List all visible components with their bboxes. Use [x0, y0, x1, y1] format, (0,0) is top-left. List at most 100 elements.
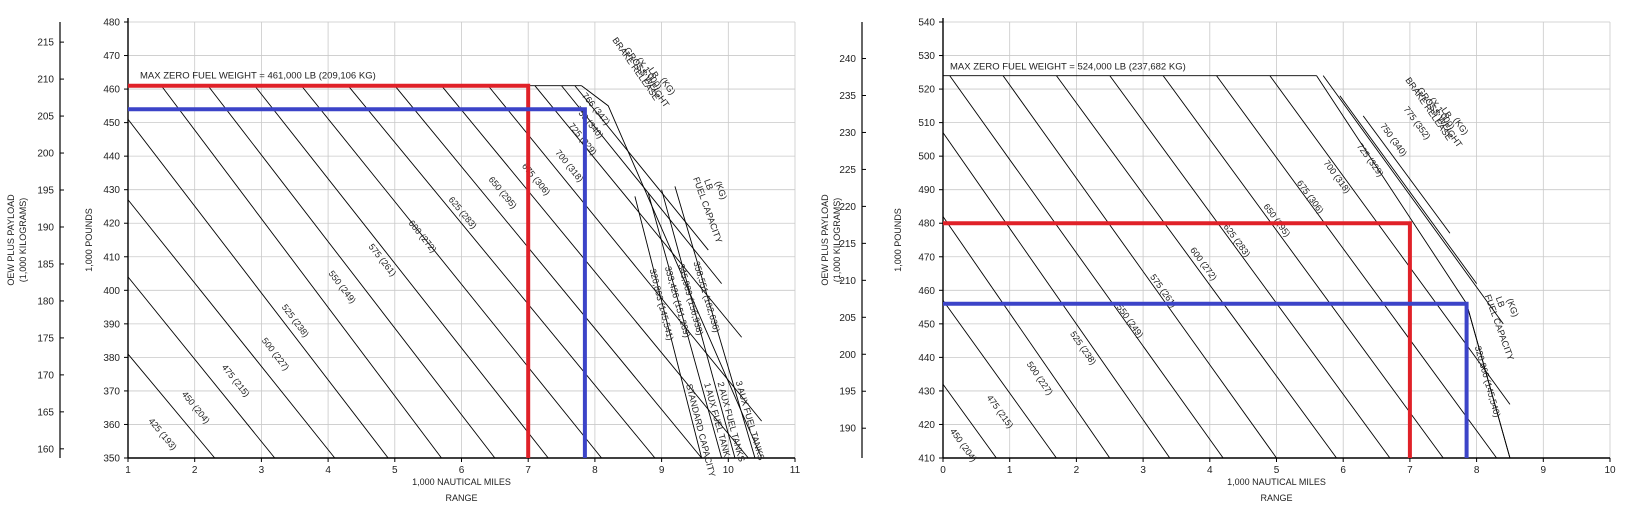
- gross-weight-line: [1362, 115, 1451, 234]
- y2-tick-label: 190: [839, 424, 856, 435]
- gross-weight-label: 425 (193): [146, 416, 178, 452]
- y-tick-label: 440: [103, 152, 120, 163]
- y2-tick-label: 180: [37, 296, 54, 307]
- fuel-capacity-line: [634, 196, 703, 459]
- max-zfw-label: MAX ZERO FUEL WEIGHT = 524,000 LB (237,6…: [950, 62, 1186, 73]
- gross-weight-line: [207, 85, 496, 459]
- gross-weight-line: [127, 199, 336, 459]
- red-range-path: [943, 221, 1412, 458]
- gross-weight-line: [347, 85, 656, 459]
- x-tick-label: 9: [659, 465, 665, 476]
- gross-weight-label: 700 (318): [553, 148, 585, 184]
- y2-tick-label: 200: [37, 149, 54, 160]
- fuel-capacity-label: 320,860 (145,540): [1473, 345, 1503, 419]
- y2-tick-label: 200: [839, 350, 856, 361]
- y2-tick-label: 195: [839, 387, 856, 398]
- y2-tick-label: 215: [37, 38, 54, 49]
- x-tick-label: 10: [1604, 465, 1616, 476]
- y2-tick-label: 170: [37, 370, 54, 381]
- y-tick-label: 380: [103, 353, 120, 364]
- gross-weight-label: 450 (204): [180, 389, 212, 425]
- y-axis-label: 1,000 POUNDS: [893, 208, 903, 272]
- gross-weight-line: [441, 85, 749, 459]
- gross-weight-label: 675 (306): [520, 161, 552, 197]
- blue-range-path: [943, 301, 1469, 458]
- y-tick-label: 370: [103, 386, 120, 397]
- x-tick-label: 2: [192, 465, 198, 476]
- blue-range-path: [128, 107, 587, 458]
- y-tick-label: 440: [918, 353, 935, 364]
- y-tick-label: 480: [918, 219, 935, 230]
- gross-weight-label: 625 (283): [1222, 222, 1253, 259]
- x-tick-label: 7: [525, 465, 531, 476]
- y2-tick-label: 195: [37, 186, 54, 197]
- gross-weight-label: 475 (215): [220, 362, 252, 398]
- gross-weight-line: [1322, 75, 1504, 325]
- gross-weight-label: 550 (249): [1115, 302, 1146, 339]
- gross-weight-line: [1002, 75, 1277, 459]
- fuel-capacity-title-line: LB: [1494, 295, 1507, 309]
- y-tick-label: 430: [918, 386, 935, 397]
- y2-tick-label: 185: [37, 259, 54, 270]
- y-tick-label: 490: [918, 185, 935, 196]
- y2-axis-label: OEW PLUS PAYLOAD: [6, 194, 16, 286]
- x-tick-label: 7: [1407, 465, 1413, 476]
- y-tick-label: 390: [103, 319, 120, 330]
- x-tick-label: 8: [1474, 465, 1480, 476]
- gross-weight-label: 500 (227): [1025, 360, 1055, 397]
- x-axis-label-range: RANGE: [1260, 493, 1292, 503]
- y-tick-label: 540: [918, 18, 935, 29]
- y-tick-label: 410: [103, 252, 120, 263]
- y2-tick-label: 240: [839, 54, 856, 65]
- fuel-capacity-line: [1466, 303, 1511, 459]
- x-tick-label: 4: [325, 465, 331, 476]
- fuel-capacity-line: [674, 186, 756, 459]
- y2-tick-label: 160: [37, 444, 54, 455]
- gross-weight-line: [1269, 75, 1511, 405]
- gross-weight-label: 600 (272): [407, 218, 439, 254]
- y-tick-label: 480: [103, 18, 120, 29]
- y-tick-label: 520: [918, 85, 935, 96]
- x-tick-label: 10: [723, 465, 735, 476]
- chart-1: 1 2 3 4 5 6 7 8 9 10 11 350 360 370 380 390 400 410 420 430…: [6, 18, 801, 504]
- gross-weight-label: 525 (238): [280, 302, 311, 339]
- x-tick-label: 9: [1541, 465, 1547, 476]
- gross-weight-line: [127, 118, 389, 459]
- gross-weight-label: 500 (227): [260, 336, 291, 373]
- x-tick-label: 1: [125, 465, 131, 476]
- y2-tick-label: 165: [37, 407, 54, 418]
- fuel-capacity-line: [647, 192, 723, 459]
- x-axis-label-range: RANGE: [445, 493, 477, 503]
- x-tick-label: 3: [259, 465, 265, 476]
- y-tick-label: 400: [103, 286, 120, 297]
- envelope-boundary: [581, 85, 763, 459]
- gross-weight-line: [127, 353, 216, 459]
- y-tick-label: 450: [103, 118, 120, 129]
- x-tick-label: 5: [1274, 465, 1280, 476]
- gross-weight-line: [942, 300, 1057, 459]
- y2-tick-label: 205: [839, 313, 856, 324]
- fuel-capacity-title-line: LB: [702, 178, 715, 192]
- fuel-capacity-title-line: (KG): [713, 180, 729, 201]
- gross-weight-line: [942, 383, 997, 459]
- x-axis-label: 1,000 NAUTICAL MILES: [412, 477, 511, 487]
- gross-weight-label: 675 (306): [1295, 178, 1326, 215]
- y-tick-label: 460: [103, 85, 120, 96]
- y2-tick-label: 230: [839, 128, 856, 139]
- x-tick-label: 11: [790, 465, 801, 476]
- y-tick-label: 450: [918, 319, 935, 330]
- y-tick-label: 360: [103, 420, 120, 431]
- envelope-boundary: [1316, 75, 1511, 459]
- y-tick-label: 420: [918, 420, 935, 431]
- gross-weight-line: [487, 85, 762, 422]
- x-tick-label: 5: [392, 465, 398, 476]
- y2-axis-label-units: (1,000 KILOGRAMS): [18, 198, 28, 283]
- gross-weight-line: [942, 216, 1111, 459]
- gross-weight-line: [394, 85, 702, 459]
- gross-weight-label: 525 (238): [1068, 329, 1098, 366]
- y-tick-label: 470: [103, 51, 120, 62]
- gross-weight-line: [254, 85, 549, 459]
- gross-weight-label: 650 (295): [487, 175, 519, 211]
